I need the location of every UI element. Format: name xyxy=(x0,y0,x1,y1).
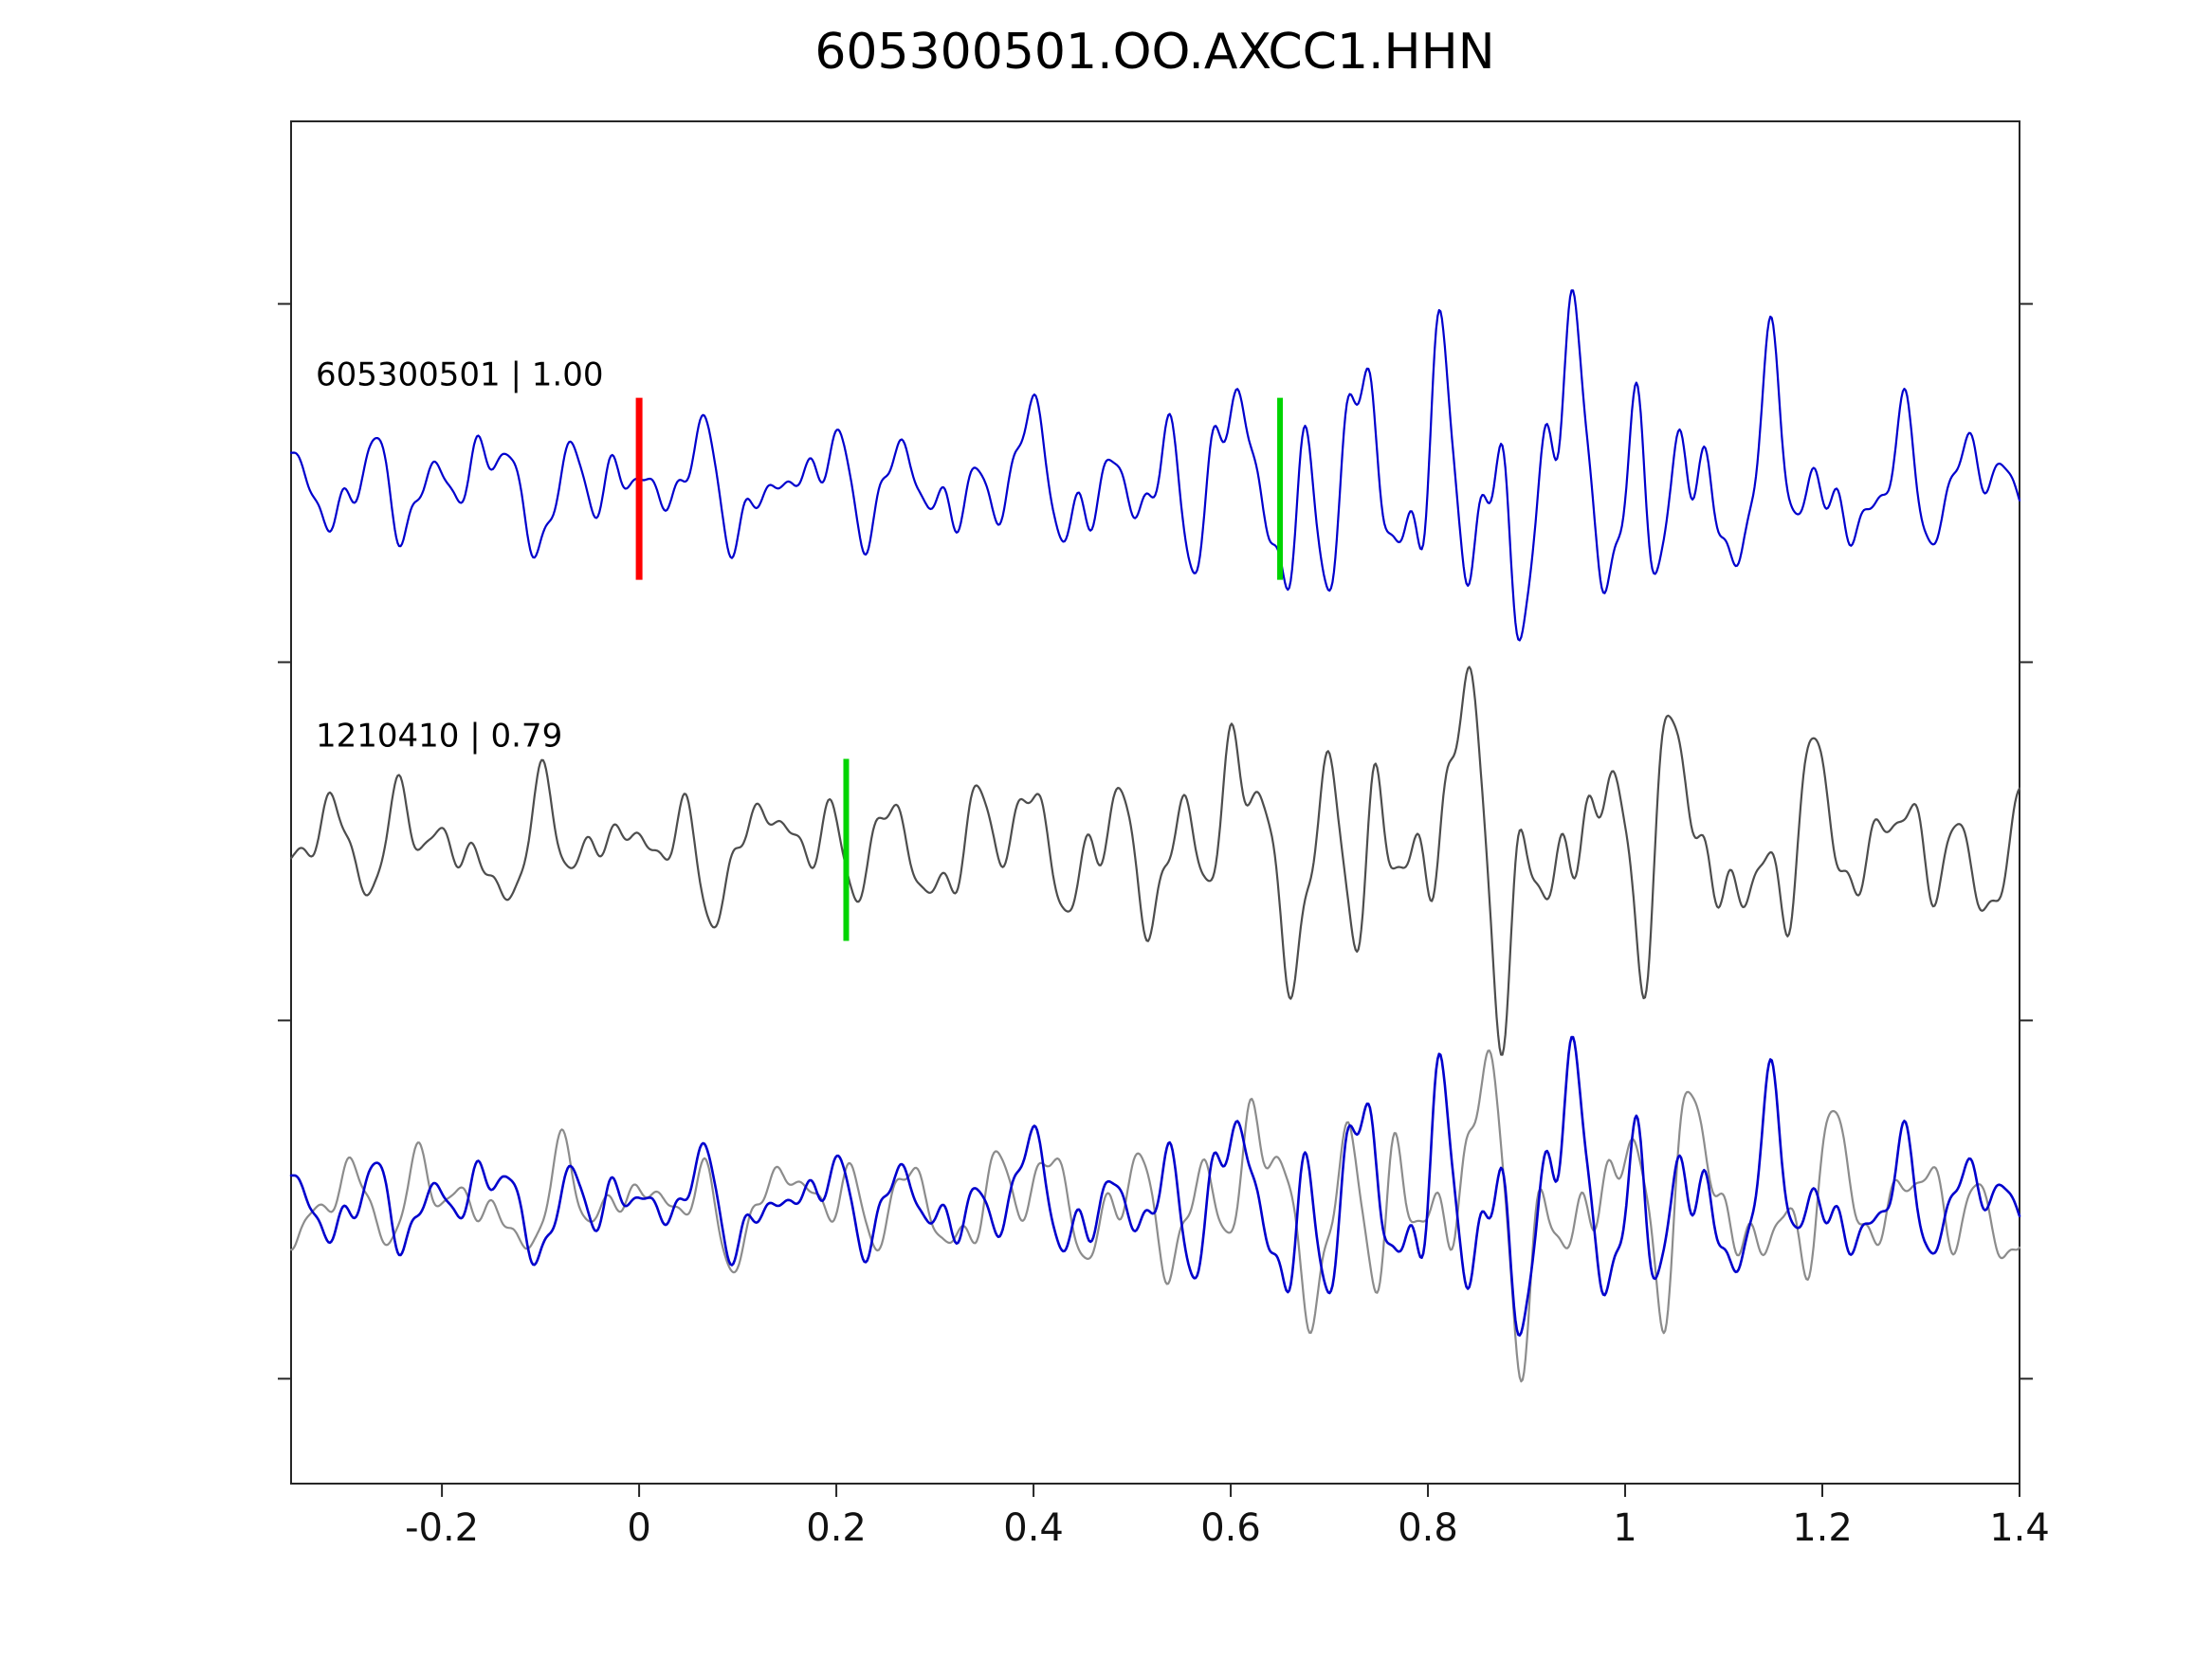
x-tick-label: 0.4 xyxy=(1003,1506,1064,1550)
chart-title: 605300501.OO.AXCC1.HHN xyxy=(814,24,1494,81)
x-tick-label: 0.6 xyxy=(1200,1506,1261,1550)
x-tick-label: 1.2 xyxy=(1792,1506,1853,1550)
x-tick-label: 1.4 xyxy=(1989,1506,2050,1550)
x-tick-label: 1 xyxy=(1613,1506,1636,1550)
x-tick-label: 0.2 xyxy=(806,1506,867,1550)
x-tick-label: 0.8 xyxy=(1398,1506,1458,1550)
overlay-trace-1210410 xyxy=(289,1049,2021,1383)
trace-605300501 xyxy=(289,289,2021,642)
trace-label-1210410: 1210410 | 0.79 xyxy=(316,717,562,755)
overlay-trace-605300501 xyxy=(289,1035,2021,1337)
x-tick-label: 0 xyxy=(627,1506,650,1550)
trace-1210410 xyxy=(289,665,2021,1056)
plot-border xyxy=(290,120,2020,1485)
x-tick-label: -0.2 xyxy=(405,1506,479,1550)
trace-label-605300501: 605300501 | 1.00 xyxy=(316,356,603,394)
